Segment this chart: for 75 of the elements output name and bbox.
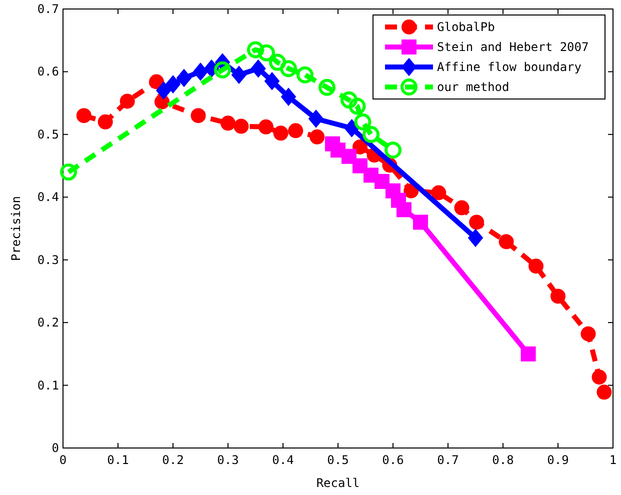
point — [413, 214, 428, 230]
point — [468, 229, 483, 247]
point — [354, 113, 372, 130]
y-tick-label: 0.3 — [37, 252, 59, 267]
point — [60, 164, 77, 181]
point — [258, 119, 274, 134]
point — [149, 74, 164, 90]
point — [120, 94, 135, 109]
point — [384, 142, 402, 159]
legend-label: Affine flow boundary — [437, 60, 582, 74]
point — [288, 123, 304, 138]
y-tick-label: 0.5 — [37, 127, 59, 142]
x-tick-label: 0.5 — [327, 453, 349, 467]
point — [352, 139, 368, 154]
point — [454, 200, 470, 216]
legend-label: GlobalPb — [437, 20, 495, 34]
legend-label: Stein and Hebert 2007 — [437, 40, 589, 54]
point — [310, 129, 325, 144]
point — [340, 91, 358, 108]
point — [234, 118, 249, 134]
point — [247, 41, 264, 58]
y-tick-label: 0.6 — [37, 64, 59, 79]
point — [550, 288, 566, 304]
x-tick-label: 0.7 — [437, 453, 459, 467]
x-axis-title: Recall — [316, 476, 360, 490]
y-tick-label: 0 — [52, 441, 59, 455]
y-tick-label: 0.7 — [37, 2, 59, 16]
point — [264, 72, 280, 90]
point — [352, 158, 368, 174]
point — [431, 185, 446, 200]
point — [273, 126, 288, 141]
point — [214, 61, 231, 78]
point — [318, 78, 336, 96]
point — [528, 258, 544, 274]
point — [362, 126, 380, 143]
point — [469, 214, 484, 230]
y-tick-label: 0.4 — [37, 190, 59, 204]
point — [220, 116, 236, 131]
point — [396, 202, 412, 218]
point — [98, 114, 113, 130]
point — [190, 108, 206, 124]
y-axis-title: Precision — [9, 196, 23, 262]
point — [280, 60, 297, 78]
point — [250, 60, 266, 78]
point — [498, 234, 514, 250]
x-tick-label: 0.2 — [162, 453, 184, 467]
point — [580, 326, 596, 342]
point — [342, 148, 356, 164]
x-tick-label: 1 — [609, 453, 617, 467]
point — [296, 66, 314, 84]
point — [520, 346, 536, 362]
point — [258, 44, 275, 62]
x-tick-label: 0.1 — [107, 453, 129, 467]
legend-label: our method — [437, 80, 510, 94]
point — [592, 370, 607, 385]
x-tick-label: 0.4 — [272, 453, 294, 467]
point — [76, 108, 92, 124]
point — [348, 98, 366, 115]
point — [374, 174, 390, 189]
point — [166, 75, 180, 94]
x-tick-label: 0.6 — [382, 453, 404, 467]
point — [308, 110, 324, 128]
point — [193, 62, 208, 81]
point — [156, 82, 172, 100]
x-tick-label: 0.9 — [547, 453, 569, 467]
y-tick-label: 0.1 — [37, 378, 59, 392]
point — [176, 69, 192, 87]
point — [344, 119, 360, 138]
y-tick-label: 0.2 — [37, 316, 59, 330]
x-tick-label: 0.3 — [217, 453, 239, 467]
x-tick-label: 0.8 — [492, 453, 514, 467]
point — [269, 54, 286, 71]
point — [596, 384, 612, 400]
point — [281, 88, 296, 106]
point — [232, 66, 246, 84]
